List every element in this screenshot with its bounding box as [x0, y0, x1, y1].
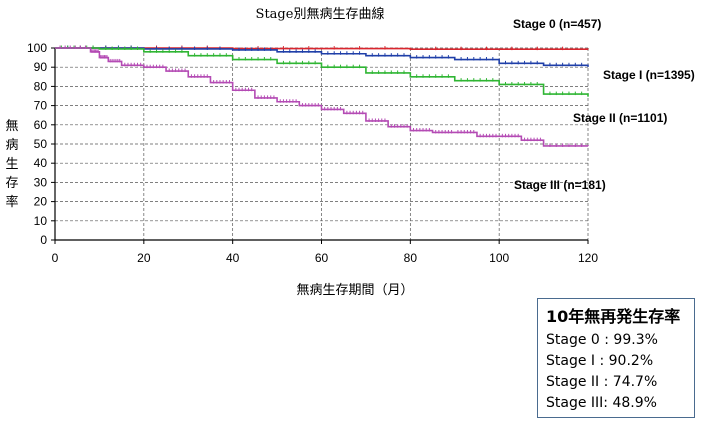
summary-row-stage-3: Stage III: 48.9%: [546, 395, 657, 411]
x-tick-label: 120: [578, 251, 598, 265]
x-tick-label: 100: [489, 251, 509, 265]
y-tick-label: 30: [34, 175, 48, 189]
chart-series: [55, 45, 589, 147]
y-tick-label: 100: [27, 41, 47, 55]
summary-row-stage-1: Stage I : 90.2%: [546, 353, 654, 369]
x-tick-label: 60: [315, 251, 329, 265]
summary-row-stage-2: Stage II : 74.7%: [546, 374, 658, 390]
y-tick-label: 90: [34, 60, 48, 74]
summary-title: 10年無再発生存率: [546, 307, 681, 326]
series-line-stage-0: [55, 47, 589, 50]
chart-axes: 0 10 20 30 40 50 60 70 80 90 100 0 20 40 60 80 100 120: [27, 41, 598, 265]
y-tick-label: 50: [34, 137, 48, 151]
series-label-stage-3: Stage III (n=181): [514, 178, 606, 192]
x-tick-label: 40: [226, 251, 240, 265]
x-tick-label: 0: [52, 251, 59, 265]
series-line-stage-1: [55, 47, 589, 67]
series-line-stage-3: [55, 47, 589, 147]
series-label-stage-0: Stage 0 (n=457): [513, 17, 601, 31]
x-tick-label: 20: [137, 251, 151, 265]
series-line-stage-2: [55, 47, 589, 97]
chart-grid: [55, 47, 589, 240]
y-tick-label: 10: [34, 214, 48, 228]
series-label-stage-1: Stage I (n=1395): [603, 68, 695, 82]
series-label-stage-2: Stage II (n=1101): [573, 111, 667, 125]
x-axis-label: 無病生存期間（月）: [296, 283, 413, 298]
y-tick-label: 70: [34, 99, 48, 113]
summary-row-stage-0: Stage 0 : 99.3%: [546, 332, 658, 348]
y-tick-label: 20: [34, 195, 48, 209]
series-labels: Stage 0 (n=457) Stage I (n=1395) Stage II …: [513, 17, 695, 192]
chart-title: Stage別無病生存曲線: [256, 6, 385, 22]
y-tick-label: 40: [34, 156, 48, 170]
summary-box: 10年無再発生存率 Stage 0 : 99.3% Stage I : 90.2…: [537, 298, 695, 418]
y-axis-label: 無病生存率: [5, 119, 18, 210]
survival-chart: Stage別無病生存曲線 0 10 20 30 40 50 60 70 80 90 100 0 20 40…: [5, 6, 695, 298]
y-tick-label: 0: [40, 233, 47, 247]
y-tick-label: 60: [34, 118, 48, 132]
x-tick-label: 80: [404, 251, 418, 265]
y-tick-label: 80: [34, 79, 48, 93]
